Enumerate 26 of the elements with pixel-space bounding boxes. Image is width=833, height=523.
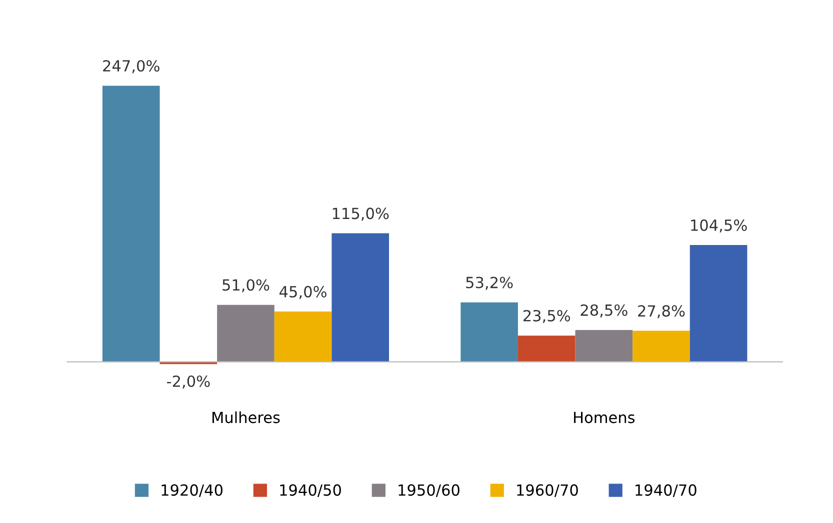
bar: [518, 336, 576, 362]
legend-label: 1960/70: [517, 484, 578, 498]
legend-label: 1940/70: [636, 484, 696, 498]
bar: [217, 304, 274, 362]
bar: [575, 330, 633, 362]
x-tick-label: Mulheres: [212, 411, 280, 424]
data-label: 53,2%: [466, 276, 513, 290]
legend-label: 1940/50: [280, 484, 341, 498]
data-label: 27,8%: [638, 305, 685, 318]
legend-label: 1950/60: [398, 484, 460, 498]
data-label: 51,0%: [222, 279, 270, 292]
bar: [332, 233, 390, 362]
data-label: -2,0%: [167, 375, 210, 389]
bar: [690, 245, 748, 362]
legend-label: 1920/40: [162, 484, 222, 498]
x-tick-label: Homens: [574, 412, 635, 424]
data-label: 115,0%: [332, 208, 389, 221]
bar: [460, 302, 518, 362]
bar: [632, 330, 690, 362]
bar: [102, 86, 160, 362]
data-label: 28,5%: [580, 304, 628, 318]
data-label: 45,0%: [280, 286, 326, 300]
bar: [274, 312, 332, 362]
data-label: 104,5%: [691, 219, 747, 232]
data-label: 247,0%: [103, 60, 160, 74]
data-label: 23,5%: [523, 310, 570, 324]
